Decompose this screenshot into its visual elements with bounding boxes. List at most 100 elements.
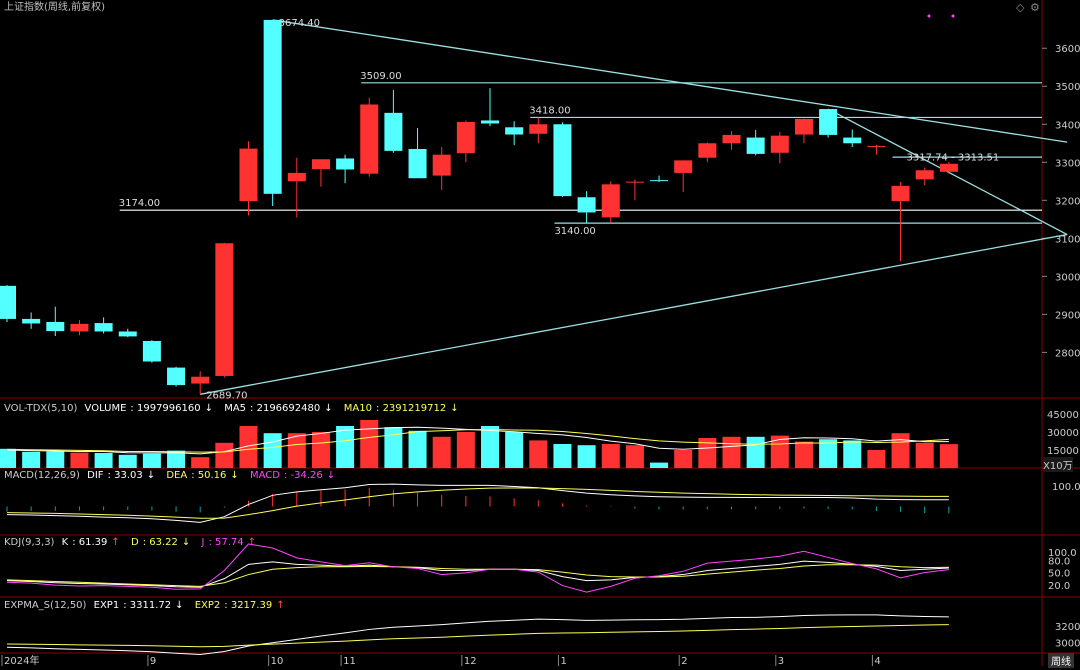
price-tick-label: 3300	[1055, 158, 1080, 169]
kdj-header: KDJ(9,3,3) K: 61.39 ↑ D: 63.22 ↓ J: 57.74 ↑	[4, 537, 264, 549]
expma-exp1-line	[6, 614, 949, 655]
kdj-d: D: 63.22 ↓	[131, 537, 191, 548]
volume-bar	[215, 442, 234, 468]
vol-ma10: MA10: 2391219712 ↓	[343, 403, 459, 414]
price-tick-label: 2800	[1055, 348, 1080, 359]
candle-body	[843, 137, 862, 144]
volume-bar	[118, 454, 137, 468]
volume-bar	[70, 452, 89, 468]
volume-bar	[674, 450, 693, 468]
volume-bar	[167, 450, 186, 468]
volume-bar	[601, 444, 620, 468]
marker-dot	[927, 14, 931, 18]
kdj-d-line	[6, 564, 949, 587]
macd-dea: DEA: 50.16 ↓	[166, 470, 239, 481]
candle-body	[311, 159, 330, 170]
candle-body	[867, 145, 886, 147]
price-annotation: 3317.74 - 3313.51	[907, 153, 1000, 164]
candle-body	[770, 135, 789, 153]
vol-ma10-line	[6, 428, 949, 453]
volume-bar	[794, 441, 813, 468]
vol-tick-label: 30000	[1047, 428, 1079, 439]
candle-body	[336, 158, 355, 170]
diamond-icon[interactable]: ◇	[1016, 1, 1025, 14]
x-tick-label: 12	[464, 656, 477, 666]
kdj-title: KDJ(9,3,3)	[4, 537, 55, 548]
expma-header: EXPMA_S(12,50) EXP1: 3311.72 ↓ EXP2: 3217…	[4, 600, 293, 612]
candle-body	[167, 367, 186, 386]
kdj-j: J: 57.74 ↑	[201, 537, 257, 548]
candle-body	[287, 172, 306, 182]
candle-body	[94, 323, 113, 332]
macd-dif: DIF: 33.03 ↓	[87, 470, 156, 481]
price-tick-label: 2900	[1055, 310, 1080, 321]
price-annotation: 3509.00	[360, 71, 401, 82]
volume-bar	[867, 450, 886, 468]
period-button[interactable]: 周线	[1048, 653, 1074, 668]
x-tick-label: 3	[778, 656, 784, 666]
volume-bar	[939, 444, 958, 468]
candle-body	[529, 124, 548, 134]
candle-body	[674, 160, 693, 173]
kdj-tick-label: 80.0	[1048, 556, 1070, 567]
x-tick-label: 9	[150, 656, 156, 666]
expma-tick-label: 3000	[1055, 638, 1080, 649]
volume-bar	[650, 462, 669, 468]
candle-body	[118, 331, 137, 337]
kdj-k: K: 61.39 ↑	[61, 537, 120, 548]
volume-bar	[722, 436, 741, 468]
macd-dea-line	[6, 487, 949, 519]
vol-tick-label: 15000	[1047, 446, 1079, 457]
volume-bar	[456, 432, 475, 468]
volume-bar	[287, 433, 306, 468]
candle-body	[384, 112, 403, 151]
volume-bar	[94, 453, 113, 468]
candle-body	[46, 321, 65, 332]
x-tick-label: 2	[681, 656, 687, 666]
price-tick-label: 3000	[1055, 272, 1080, 283]
price-annotation: 3674.40	[279, 18, 320, 29]
candle-body	[746, 137, 765, 154]
candle-body	[22, 318, 41, 324]
candle-body	[456, 121, 475, 154]
candle-body	[577, 197, 596, 213]
candle-body	[215, 243, 234, 376]
candle-body	[698, 143, 717, 158]
volume-bar	[577, 445, 596, 468]
candle-body	[553, 124, 572, 197]
volume-bar	[311, 432, 330, 468]
candle-body	[432, 154, 451, 176]
volume-bar	[698, 438, 717, 468]
candle-body	[891, 185, 910, 202]
candle-body	[191, 376, 210, 384]
vol-header: VOL-TDX(5,10) VOLUME: 1997996160 ↓ MA5: 2…	[4, 403, 467, 415]
candle-body	[915, 170, 934, 180]
x-tick-label: 2024年	[4, 654, 39, 666]
candle-body	[939, 163, 958, 172]
settings-icon[interactable]: ⚙	[1030, 1, 1040, 14]
vol-tick-label: 45000	[1047, 410, 1079, 421]
candle-body	[625, 181, 644, 183]
candle-body	[360, 104, 379, 174]
kdj-tick-label: 50.0	[1048, 569, 1070, 580]
candle-body	[408, 148, 427, 179]
chart-title-header: 上证指数(周线,前复权)	[4, 2, 109, 14]
price-annotation: 3174.00	[119, 198, 160, 209]
macd-title: MACD(12,26,9)	[4, 470, 80, 481]
candle-body	[263, 19, 282, 194]
volume-bar	[384, 427, 403, 468]
volume-bar	[529, 440, 548, 468]
expma-tick-label: 3200	[1055, 622, 1080, 633]
candle-body	[142, 340, 161, 362]
price-tick-label: 3600	[1055, 44, 1080, 55]
expma-title: EXPMA_S(12,50)	[4, 600, 87, 611]
candle-body	[601, 184, 620, 218]
x-tick-label: 4	[874, 656, 880, 666]
expma-exp2-line	[6, 624, 949, 648]
candle-body	[650, 180, 669, 182]
volume-bar	[746, 436, 765, 468]
volume-bar	[625, 445, 644, 468]
volume-bar	[0, 448, 16, 468]
